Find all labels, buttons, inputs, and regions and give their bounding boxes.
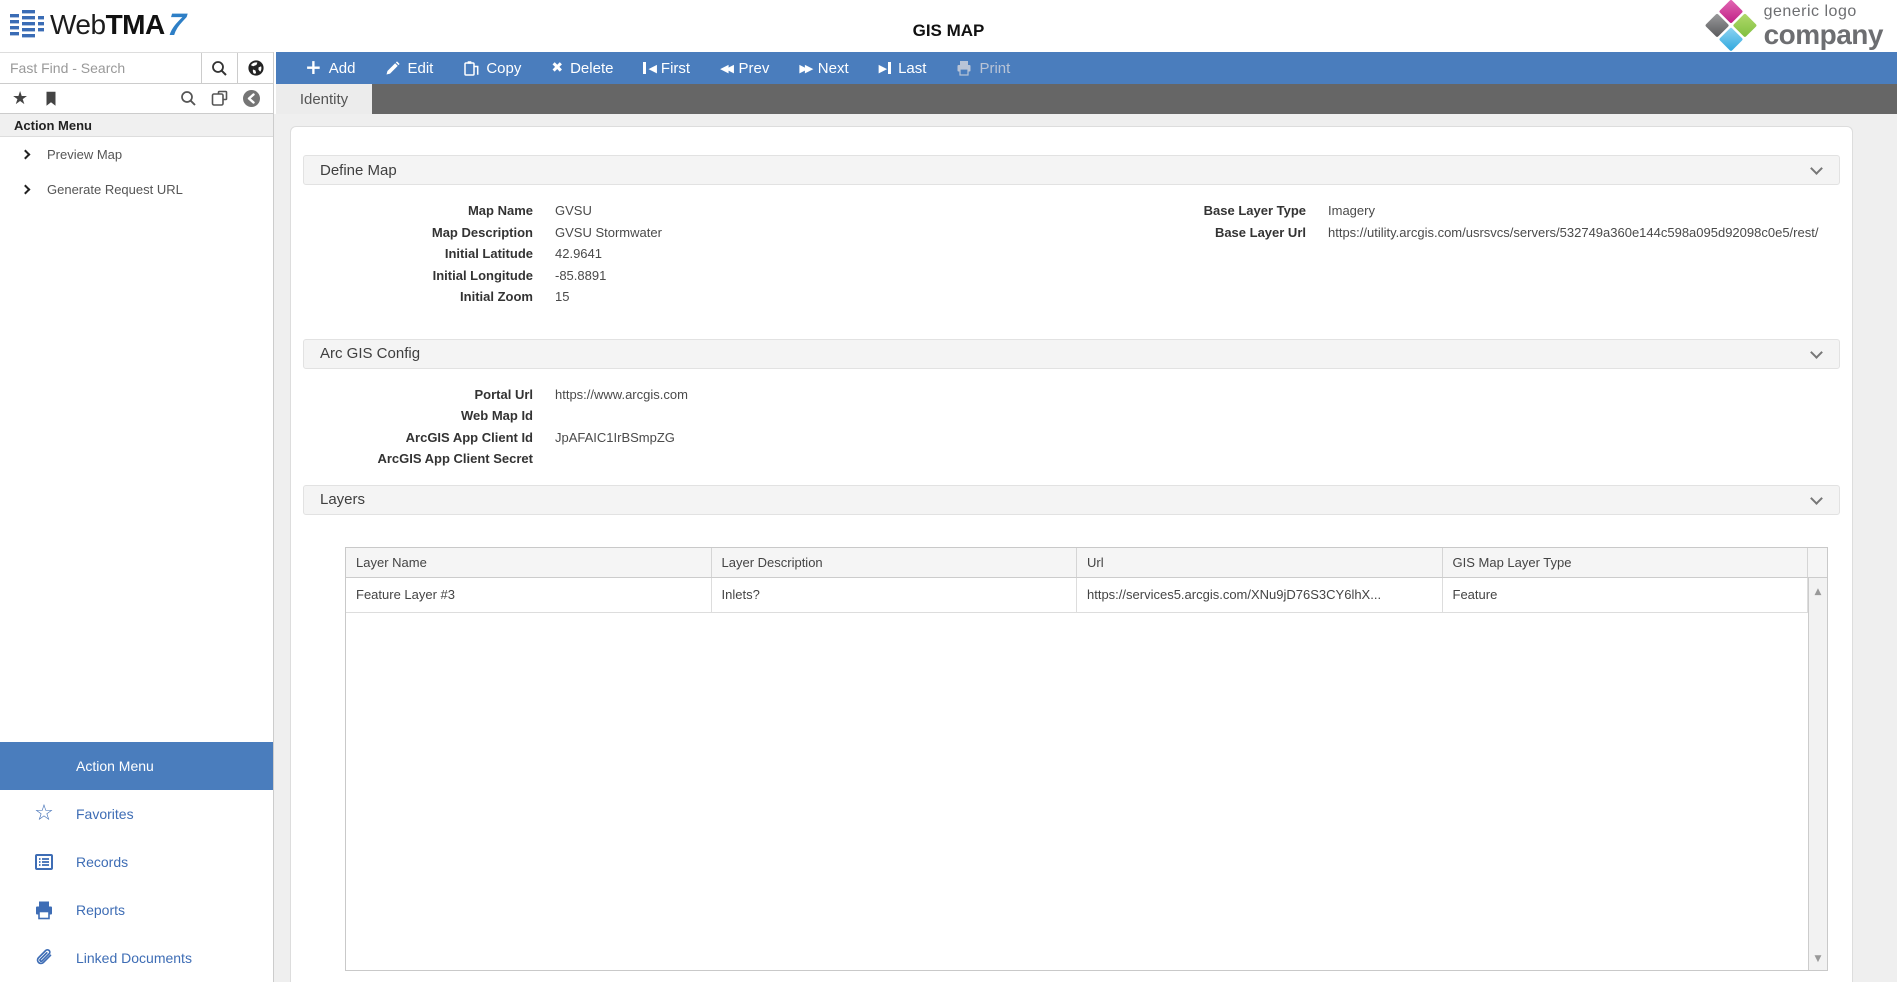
company-logo-line1: generic logo [1763,2,1857,20]
collapse-chevron-icon[interactable] [1810,162,1823,175]
scrollbar-header-spacer [1808,547,1827,577]
scroll-down-icon[interactable]: ▼ [1814,953,1822,964]
brand-name-tma: TMA [105,9,166,40]
chevron-right-icon [20,184,31,195]
field-initial-longitude: Initial Longitude -85.8891 [432,267,607,283]
column-header-url[interactable]: Url [1077,547,1443,577]
field-initial-latitude: Initial Latitude 42.9641 [444,246,602,261]
sidebar-icon-row: ★ [0,84,273,114]
scroll-up-icon[interactable]: ▲ [1814,586,1822,597]
cell-url: https://services5.arcgis.com/XNu9jD76S3C… [1077,577,1443,612]
fast-find-search-input[interactable] [0,53,201,83]
copy-icon [464,61,479,76]
table-scrollbar[interactable]: ▲ ▼ [1808,577,1827,970]
pencil-icon [386,60,401,74]
sidebar-bottom-nav: Action Menu ☆ Favorites [0,742,273,982]
edit-button[interactable]: Edit [370,52,448,84]
tab-bar: Identity [276,84,1897,114]
action-menu-header: Action Menu [0,114,273,137]
reports-printer-icon [32,898,56,922]
search-records-icon[interactable] [180,90,197,107]
x-icon: ✖ [551,60,564,76]
tab-bar-filler [372,84,1897,114]
open-window-icon[interactable] [211,90,228,107]
first-button[interactable]: ◀ First [628,52,705,84]
last-button[interactable]: ▶ Last [878,59,927,77]
company-logo-line2: company [1763,18,1884,50]
delete-button[interactable]: ✖ Delete [551,59,614,77]
field-arcgis-app-client-secret: ArcGIS App Client Secret [377,451,533,466]
arcgis-config-fields: Portal Url https://www.arcgis.com Web Ma… [303,387,1840,473]
sidebar-item-action-menu[interactable]: Action Menu [0,742,273,790]
plus-icon: + [305,55,322,79]
cell-layer-description: Inlets? [712,577,1077,612]
column-header-layer-description[interactable]: Layer Description [712,547,1077,577]
layers-table: Layer Name Layer Description Url GIS Map… [345,546,1828,971]
field-map-name: Map Name GVSU [467,203,592,218]
column-header-layer-name[interactable]: Layer Name [346,547,712,577]
prev-button[interactable]: ◀◀ Prev [720,59,770,77]
globe-icon [247,60,264,76]
back-icon[interactable] [242,89,261,108]
define-map-fields: Map Name GVSU Map Description GVSU Storm… [303,203,1840,311]
section-layers[interactable]: Layers [303,484,1840,515]
records-list-icon [32,850,56,874]
printer-icon [957,61,971,76]
prev-record-icon: ◀◀ [720,61,734,75]
bookmark-icon[interactable] [44,91,58,107]
record-toolbar: + Add Edit Copy ✖ Delete ◀ First [276,52,1897,84]
add-button[interactable]: + Add [305,55,356,79]
grid-icon [32,754,56,778]
layers-table-header: Layer Name Layer Description Url GIS Map… [346,547,1827,578]
first-record-icon: ◀ [643,62,657,74]
field-portal-url: Portal Url https://www.arcgis.com [474,386,688,402]
next-record-icon: ▶▶ [799,61,813,75]
collapse-chevron-icon[interactable] [1810,345,1823,359]
top-header: Web TMA 7 GIS MAP generic logo company [0,0,1897,52]
search-icon [212,60,227,76]
tab-identity[interactable]: Identity [276,84,372,114]
field-base-layer-type: Base Layer Type Imagery [1203,203,1375,218]
cell-layer-name: Feature Layer #3 [346,577,712,612]
field-base-layer-url: Base Layer Url https://utility.arcgis.co… [1214,224,1819,240]
last-record-icon: ▶ [879,62,891,74]
collapse-chevron-icon[interactable] [1810,491,1823,505]
column-header-gis-map-layer-type[interactable]: GIS Map Layer Type [1443,547,1808,577]
print-button[interactable]: Print [941,52,1025,84]
field-arcgis-app-client-id: ArcGIS App Client Id JpAFAIC1IrBSmpZG [405,429,675,445]
copy-button[interactable]: Copy [448,52,536,84]
chevron-right-icon [20,149,31,160]
field-web-map-id: Web Map Id [461,408,533,423]
company-logo-diamond-icon [1704,0,1757,53]
field-map-description: Map Description GVSU Stormwater [431,224,662,240]
main-content: Define Map Map Name GVSU Map Description… [274,114,1897,982]
search-button[interactable] [201,53,237,83]
page-title: GIS MAP [912,21,985,40]
fast-find-row [0,52,273,84]
field-initial-zoom: Initial Zoom 15 [460,289,570,304]
action-item-generate-request-url[interactable]: Generate Request URL [0,172,273,207]
sidebar-item-linked-documents[interactable]: Linked Documents [0,934,273,982]
brand-name-web: Web [50,9,106,40]
sidebar: ★ Action Menu [0,52,274,982]
section-arcgis-config[interactable]: Arc GIS Config [303,338,1840,369]
sidebar-item-favorites[interactable]: ☆ Favorites [0,790,273,838]
star-outline-icon: ☆ [34,801,54,826]
paperclip-icon [32,946,56,970]
section-define-map[interactable]: Define Map [303,155,1840,185]
cell-gis-map-layer-type: Feature [1443,577,1808,612]
sidebar-item-reports[interactable]: Reports [0,886,273,934]
identity-panel: Define Map Map Name GVSU Map Description… [290,126,1853,982]
webtma-logo: Web TMA 7 [10,7,187,43]
table-row[interactable]: Feature Layer #3 Inlets? https://service… [346,577,1808,613]
webtma-logo-icon [10,10,44,38]
action-item-preview-map[interactable]: Preview Map [0,137,273,172]
favorite-star-icon[interactable]: ★ [12,87,29,109]
global-search-button[interactable] [237,53,273,83]
next-button[interactable]: ▶▶ Next [799,59,849,77]
company-logo: generic logo company [1704,0,1884,52]
sidebar-item-records[interactable]: Records [0,838,273,886]
